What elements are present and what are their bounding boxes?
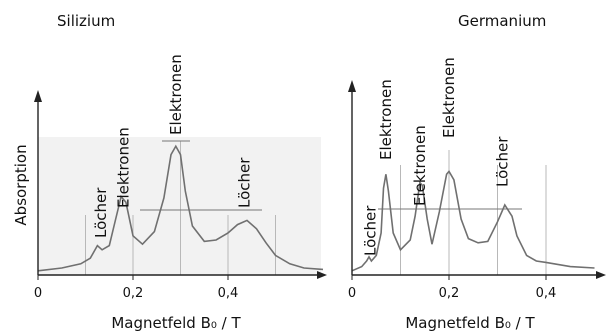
silizium-x-axis-arrow — [317, 271, 327, 279]
peak-label: Elektronen — [411, 125, 429, 206]
peak-label: Löcher — [361, 205, 379, 256]
x-tick-label: 0,4 — [218, 286, 239, 301]
peak-label: Elektronen — [167, 54, 185, 135]
peak-label: Elektronen — [377, 79, 395, 160]
germanium-x-axis-arrow — [596, 271, 606, 279]
x-tick-label: 0,2 — [123, 286, 144, 301]
x-tick-label: 0 — [34, 286, 42, 301]
germanium-panel: 0 0,2 0,4 Löcher Elektronen Elektronen Elektr… — [348, 12, 606, 332]
silizium-shaded-region — [38, 137, 321, 275]
peak-label: Löcher — [493, 136, 511, 187]
silizium-x-ticks: 0 0,2 0,4 — [34, 275, 238, 301]
silizium-absorption-curve — [37, 144, 324, 272]
peak-label: Elektronen — [115, 127, 133, 208]
peak-label: Löcher — [92, 187, 110, 238]
germanium-title: Germanium — [458, 12, 546, 30]
x-tick-label: 0 — [348, 286, 356, 301]
germanium-y-axis-arrow — [348, 80, 356, 92]
silizium-y-axis-label: Absorption — [12, 144, 30, 225]
germanium-peak-labels: Löcher Elektronen Elektronen Elektronen Löch… — [361, 57, 511, 256]
silizium-peak-labels: Löcher Elektronen Elektronen Löcher — [92, 54, 253, 238]
peak-label: Löcher — [236, 157, 254, 208]
x-tick-label: 0,4 — [536, 286, 557, 301]
silizium-panel: 0 0,2 0,4 LöcherElektronenElektronenLöcher… — [12, 12, 327, 332]
peak-label: Elektronen — [440, 57, 458, 138]
x-tick-label: 0,2 — [439, 286, 460, 301]
germanium-x-axis-label: Magnetfeld B₀ / T — [405, 314, 535, 332]
silizium-y-axis-arrow — [34, 90, 42, 102]
germanium-absorption-curve — [351, 170, 595, 272]
silizium-title: Silizium — [57, 12, 115, 30]
silizium-marker-lines — [85, 141, 276, 275]
silizium-x-axis-label: Magnetfeld B₀ / T — [111, 314, 241, 332]
germanium-x-ticks: 0 0,2 0,4 — [348, 275, 556, 301]
